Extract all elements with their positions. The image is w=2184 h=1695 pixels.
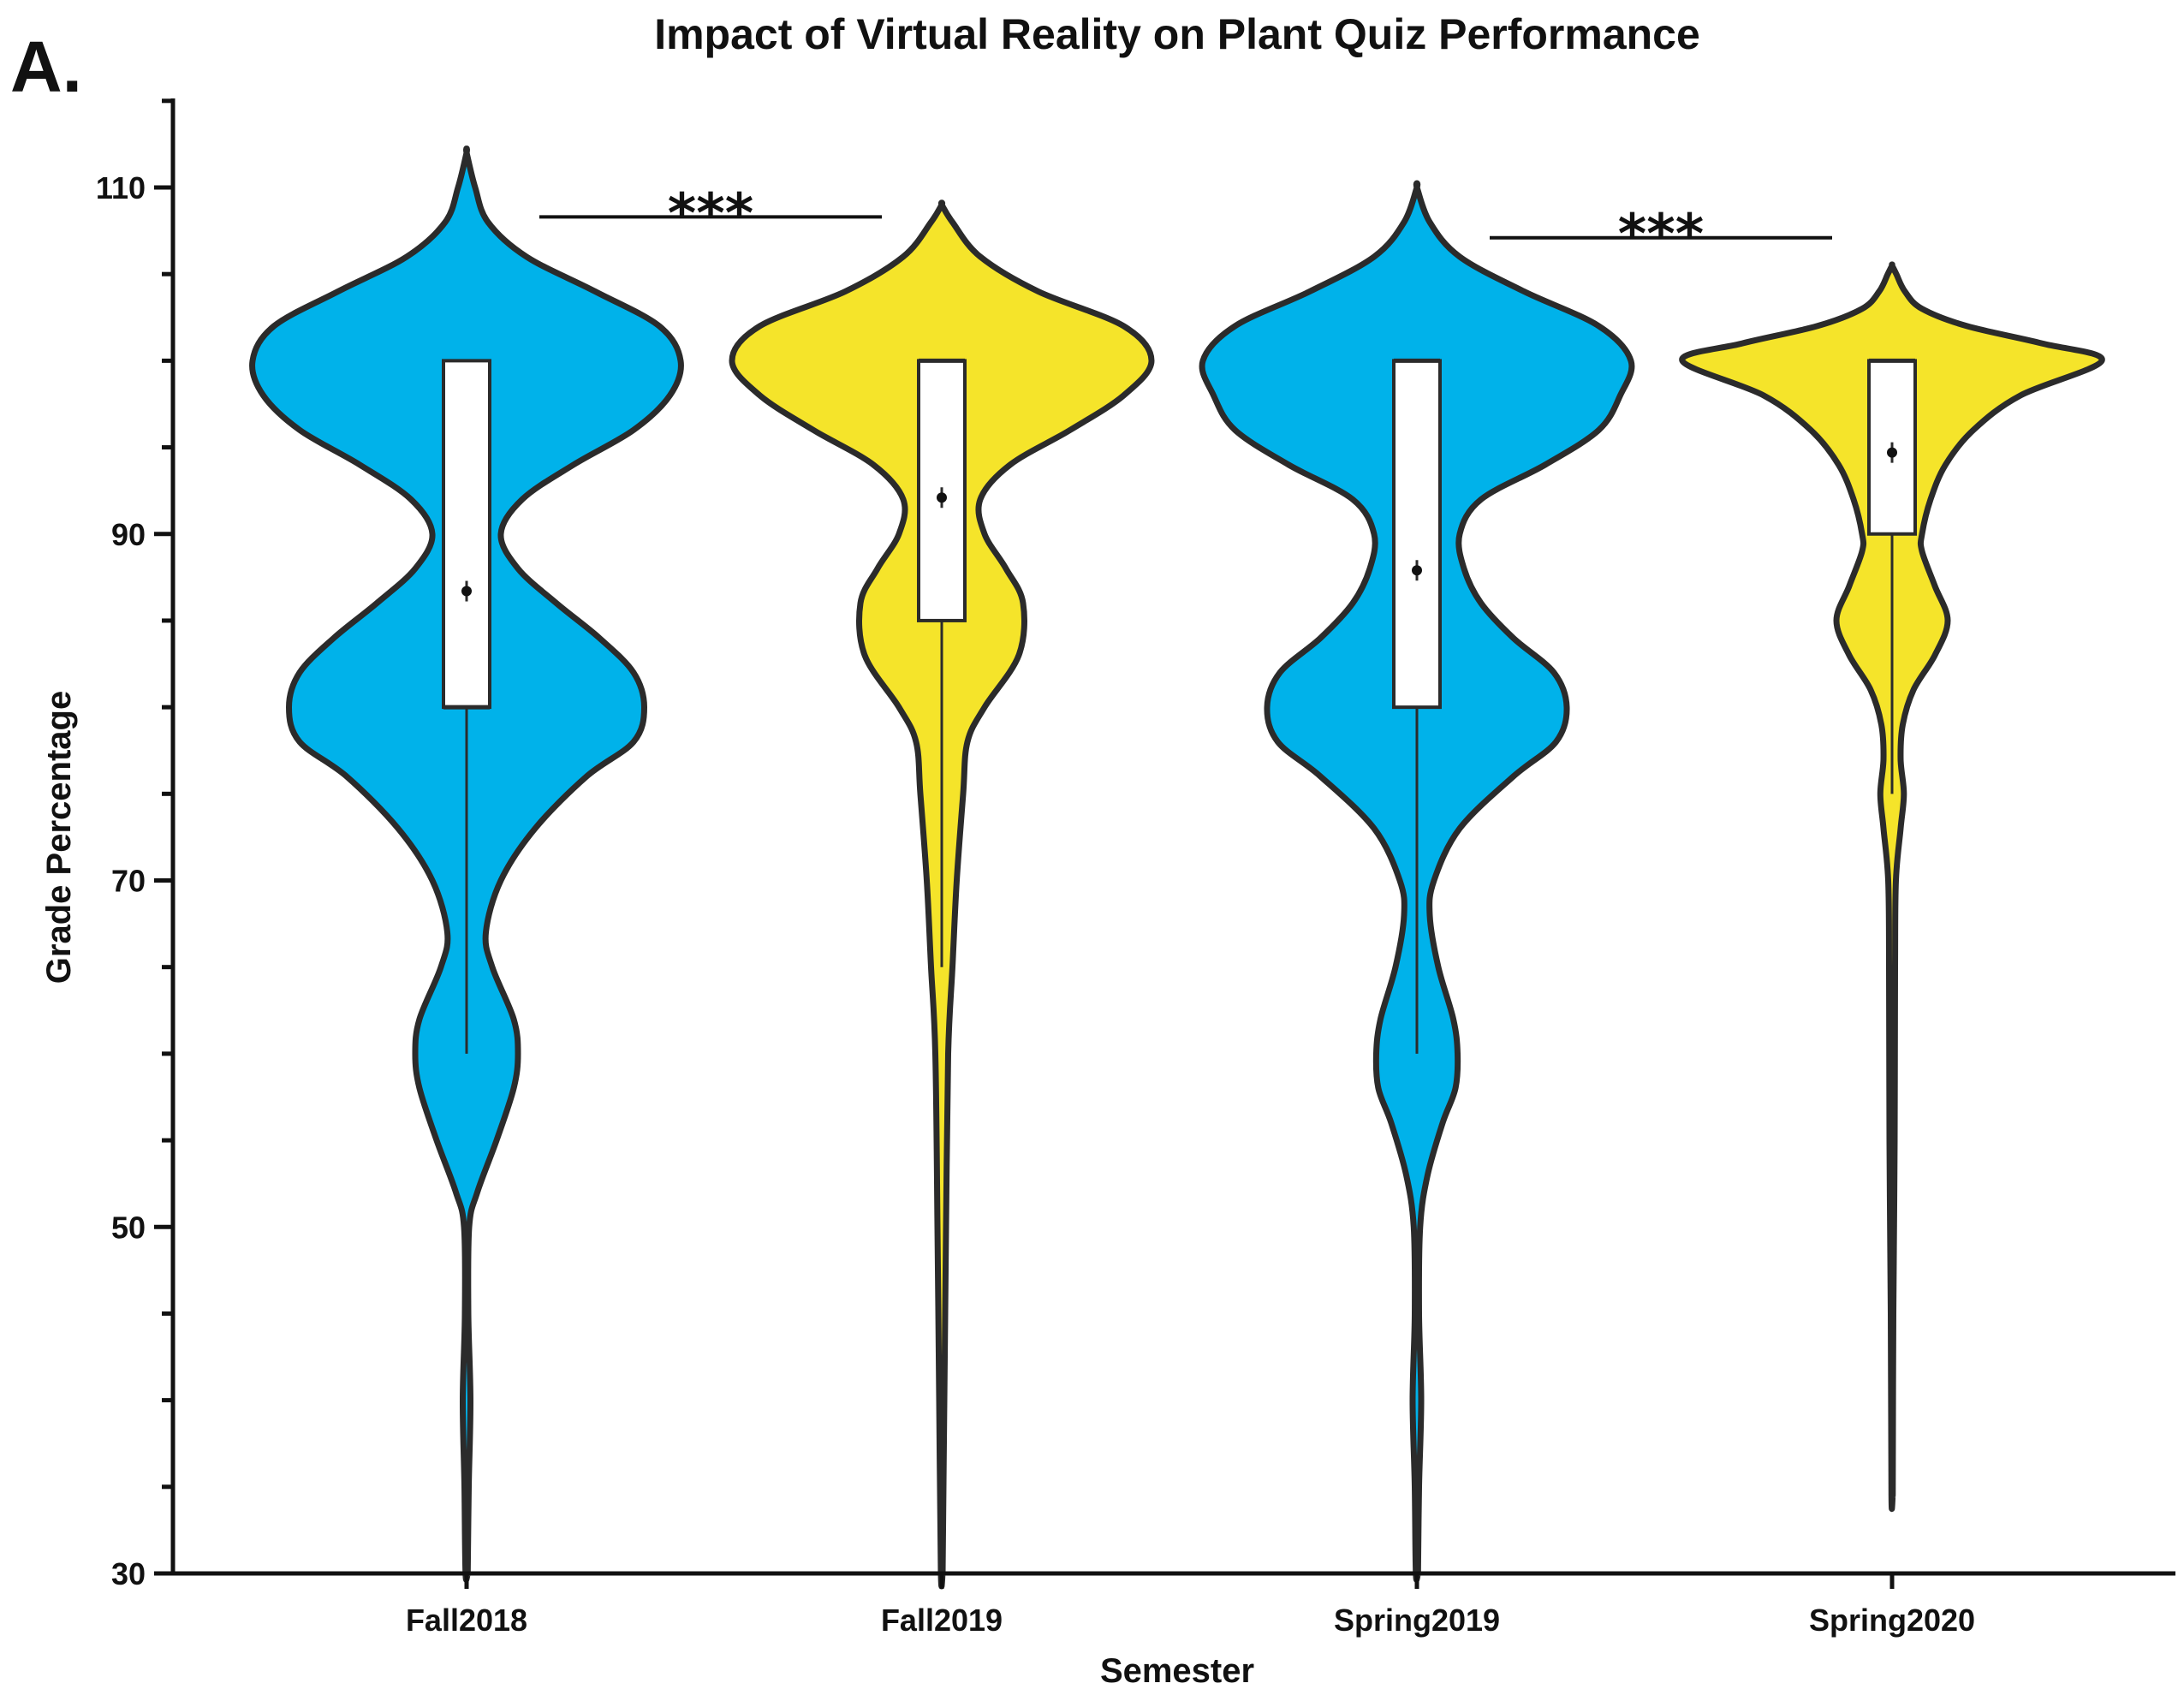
mean-point <box>1887 447 1897 458</box>
x-tick-label: Spring2019 <box>1334 1603 1500 1638</box>
significance-label: *** <box>1618 204 1704 267</box>
plot-area: *** *** <box>249 145 2105 1590</box>
violin-group-fall2019 <box>729 199 1155 1590</box>
mean-point <box>1412 565 1422 576</box>
x-tick-label: Spring2020 <box>1809 1603 1975 1638</box>
violin-shape <box>1679 261 2105 1513</box>
y-tick-label: 110 <box>96 170 146 205</box>
y-axis-title: Grade Percentage <box>40 691 78 984</box>
y-axis-ticks: 30 50 70 90 110 <box>96 98 173 1591</box>
x-tick-label: Fall2018 <box>406 1603 527 1638</box>
y-tick-label: 70 <box>111 864 146 899</box>
mean-point <box>461 586 472 597</box>
violin-group-spring2020 <box>1679 261 2105 1513</box>
violin-group-fall2018 <box>249 145 684 1583</box>
significance-marker: *** <box>1490 204 1832 267</box>
x-axis-title: Semester <box>1100 1652 1254 1690</box>
chart-title: Impact of Virtual Reality on Plant Quiz … <box>654 10 1700 58</box>
iqr-box <box>1392 359 1442 710</box>
iqr-box <box>442 359 491 710</box>
significance-marker: *** <box>539 182 882 246</box>
y-tick-label: 90 <box>111 517 146 552</box>
y-tick-label: 50 <box>111 1210 146 1245</box>
x-tick-label: Fall2019 <box>881 1603 1003 1638</box>
x-axis-ticks: Fall2018 Fall2019 Spring2019 Spring2020 <box>406 1573 1975 1638</box>
panel-label: A. <box>10 27 82 107</box>
mean-point <box>937 492 947 503</box>
violin-group-spring2019 <box>1199 180 1635 1583</box>
significance-label: *** <box>668 182 753 246</box>
y-tick-label: 30 <box>111 1556 146 1591</box>
